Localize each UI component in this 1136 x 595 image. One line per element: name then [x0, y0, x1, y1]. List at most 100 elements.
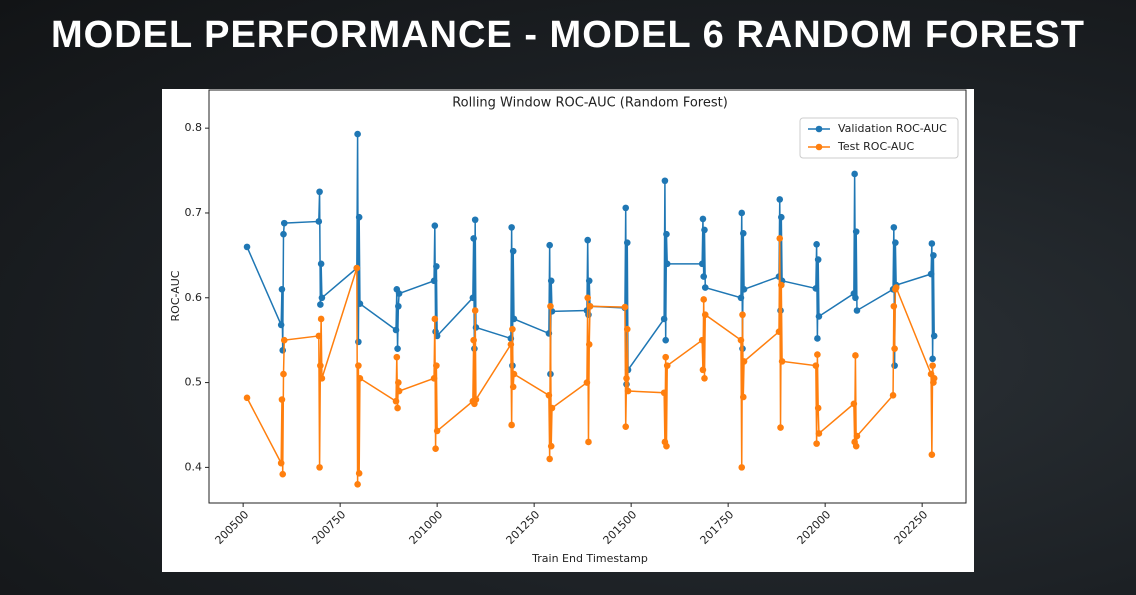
data-point: [316, 188, 323, 196]
data-point: [432, 445, 439, 453]
data-point: [583, 379, 591, 386]
data-point: [356, 300, 364, 308]
series-line: [246, 238, 935, 485]
data-point: [777, 424, 784, 431]
data-point: [277, 321, 285, 329]
data-point: [354, 130, 361, 138]
data-point: [737, 294, 745, 302]
x-tick-label: 201500: [601, 508, 640, 547]
data-point: [318, 375, 326, 382]
legend-label: Validation ROC-AUC: [838, 122, 947, 135]
data-point: [586, 302, 594, 310]
data-point: [430, 277, 438, 285]
data-point: [394, 404, 401, 412]
data-point: [775, 328, 783, 335]
data-point: [739, 230, 747, 237]
data-point: [584, 294, 591, 302]
data-point: [852, 294, 859, 302]
data-point: [354, 481, 361, 488]
data-point: [928, 240, 936, 247]
data-point: [508, 224, 515, 231]
legend-marker: [815, 143, 823, 151]
data-point: [700, 273, 708, 280]
data-point: [851, 170, 858, 178]
data-point: [395, 379, 402, 386]
data-point: [815, 430, 823, 437]
x-tick-label: 201250: [504, 508, 543, 547]
data-point: [471, 307, 479, 314]
data-point: [430, 375, 438, 382]
data-point: [890, 224, 898, 231]
data-point: [739, 393, 747, 401]
data-point: [699, 366, 707, 374]
data-point: [852, 442, 860, 450]
data-point: [889, 391, 897, 399]
data-point: [280, 219, 288, 227]
chart: Rolling Window ROC-AUC (Random Forest) T…: [169, 89, 967, 565]
data-point: [891, 345, 898, 352]
data-point: [813, 440, 820, 447]
data-point: [660, 315, 668, 323]
data-point: [585, 438, 592, 446]
data-point: [279, 347, 287, 354]
data-point: [850, 400, 858, 408]
y-tick-label: 0.7: [185, 206, 203, 219]
data-point: [930, 252, 937, 259]
data-point: [699, 215, 707, 223]
data-point: [814, 335, 821, 342]
data-point: [356, 375, 364, 382]
data-point: [315, 332, 323, 340]
data-point: [698, 260, 706, 268]
data-point: [623, 239, 631, 246]
data-point: [317, 315, 325, 323]
data-point: [585, 277, 593, 285]
data-point: [317, 362, 324, 369]
data-point: [701, 311, 709, 319]
data-point: [622, 204, 630, 212]
data-point: [469, 294, 477, 302]
data-point: [547, 277, 555, 285]
data-point: [546, 455, 553, 463]
series: [243, 130, 938, 388]
data-point: [355, 470, 363, 477]
data-point: [547, 442, 555, 450]
data-point: [392, 397, 400, 405]
data-point: [623, 375, 630, 382]
data-point: [890, 302, 898, 310]
data-point: [622, 423, 630, 430]
data-point: [431, 222, 439, 229]
data-point: [472, 396, 480, 403]
data-point: [317, 301, 324, 308]
data-point: [623, 325, 631, 333]
data-point: [280, 230, 287, 238]
data-point: [776, 235, 784, 242]
data-point: [355, 362, 362, 369]
y-tick-label: 0.8: [185, 121, 203, 134]
data-point: [738, 209, 746, 217]
data-point: [930, 332, 938, 340]
data-point: [812, 362, 820, 369]
data-point: [814, 404, 822, 412]
series: [243, 235, 938, 488]
data-point: [621, 303, 629, 311]
data-point: [737, 336, 745, 344]
data-point: [546, 241, 553, 249]
data-point: [852, 228, 860, 235]
data-point: [510, 370, 518, 378]
data-point: [509, 325, 516, 333]
data-point: [393, 353, 401, 361]
data-point: [929, 362, 936, 369]
data-point: [698, 336, 706, 344]
data-point: [470, 235, 477, 242]
data-point: [316, 464, 323, 471]
data-point: [545, 391, 553, 399]
slide-title: MODEL PERFORMANCE - MODEL 6 RANDOM FORES…: [51, 14, 1085, 56]
data-point: [813, 241, 820, 248]
data-point: [624, 387, 632, 395]
x-tick-label: 201000: [406, 508, 445, 547]
data-point: [661, 177, 669, 185]
data-point: [355, 338, 362, 346]
data-point: [738, 464, 746, 471]
x-tick-label: 202250: [892, 508, 931, 547]
chart-panel: Rolling Window ROC-AUC (Random Forest) T…: [162, 89, 974, 572]
